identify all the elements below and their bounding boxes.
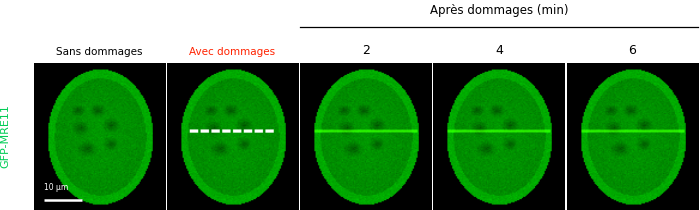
Text: Après dommages (min): Après dommages (min) [430, 4, 568, 17]
Text: 6: 6 [629, 44, 636, 57]
Text: GFP-MRE11: GFP-MRE11 [0, 105, 10, 168]
Text: Avec dommages: Avec dommages [190, 47, 276, 57]
Text: Sans dommages: Sans dommages [56, 47, 142, 57]
Text: 2: 2 [362, 44, 370, 57]
Text: 10 μm: 10 μm [43, 183, 68, 192]
Text: 4: 4 [495, 44, 503, 57]
